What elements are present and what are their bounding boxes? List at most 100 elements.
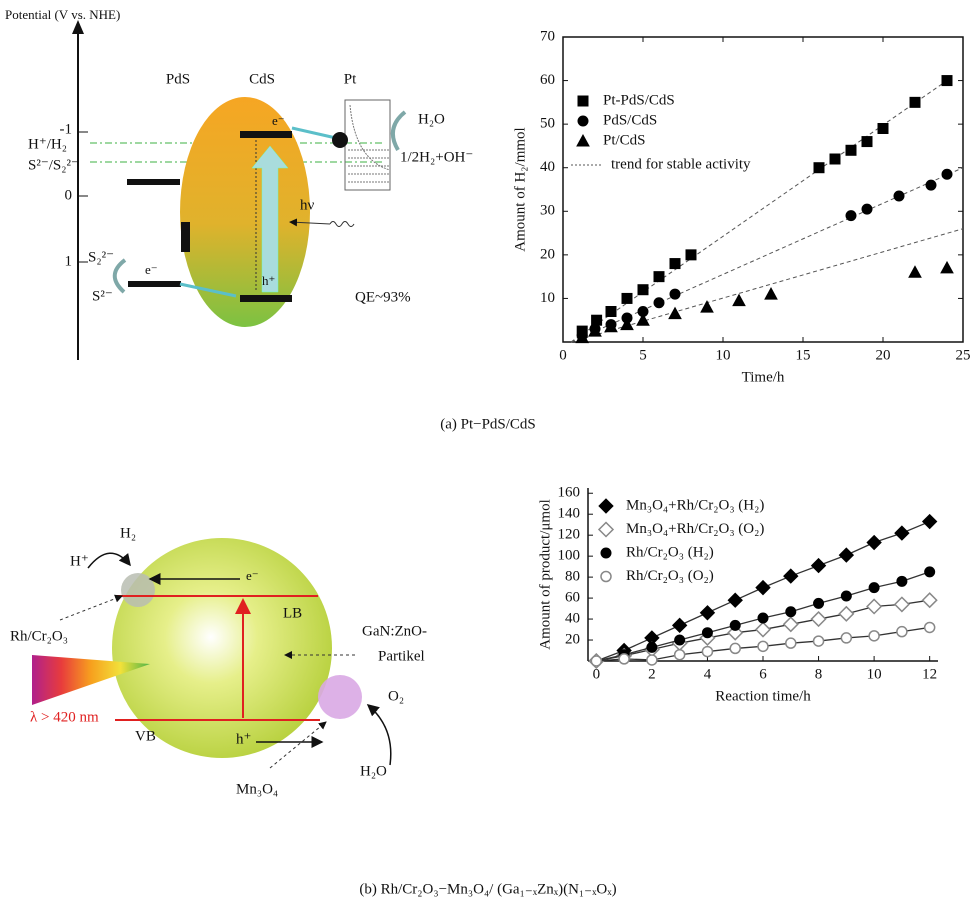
y-tick-label: 70 (540, 28, 555, 44)
marker (813, 162, 825, 174)
marker (923, 621, 936, 634)
x-tick-label: 6 (759, 666, 767, 682)
couple-label: S²⁻/S₂²⁻ (28, 157, 79, 173)
y-tick-label: 60 (540, 72, 555, 88)
pointer (269, 721, 327, 769)
legend-label: trend for stable activity (611, 156, 751, 172)
marker (685, 249, 697, 261)
marker (701, 645, 714, 658)
legend-label: PdS/CdS (603, 112, 657, 128)
marker (668, 306, 682, 320)
marker (620, 317, 634, 331)
wavelength-label: λ > 420 nm (30, 709, 99, 725)
band-label: LB (283, 605, 302, 621)
marker (699, 605, 716, 621)
qe-label: QE~93% (355, 289, 411, 305)
y-axis-label: Amount of H₂/mmol (512, 127, 528, 251)
marker (701, 627, 713, 639)
legend-label: Mn₃O₄+Rh/Cr₂O₃ (O₂) (626, 521, 764, 537)
trend-line (570, 228, 964, 343)
photon (329, 221, 355, 227)
marker (896, 575, 908, 587)
marker (754, 621, 772, 638)
marker (671, 617, 688, 634)
cocatalyst-label: Mn₃O₄ (236, 781, 278, 797)
legend-marker (576, 133, 590, 147)
marker (868, 582, 880, 594)
marker (868, 630, 880, 642)
reactant-label: H₂O (360, 763, 387, 779)
reactant-label: H₂O (418, 111, 445, 127)
axis-label: Potential (V vs. NHE) (5, 7, 120, 22)
marker (810, 610, 827, 628)
marker (588, 324, 602, 337)
material-label: Pt (344, 71, 357, 87)
reaction-arrow (366, 704, 392, 766)
x-tick-label: 12 (922, 666, 937, 682)
reactant-label: H⁺ (70, 553, 89, 569)
electron-label: e⁻ (272, 113, 285, 128)
marker (840, 590, 852, 602)
tick-label: -1 (60, 121, 73, 137)
legend-marker (597, 521, 615, 538)
marker (810, 557, 827, 574)
diagram-a: Potential (V vs. NHE) -1 0 1 H⁺/H₂ S²⁻/S… (5, 7, 473, 360)
marker (893, 596, 910, 613)
marker (575, 330, 590, 344)
material-label: CdS (249, 71, 275, 87)
marker (845, 144, 857, 156)
marker (866, 598, 883, 615)
tick-label: 0 (65, 187, 73, 203)
y-tick-label: 20 (565, 631, 580, 647)
reaction-arrow (112, 258, 127, 294)
marker (732, 293, 746, 307)
pds-block (181, 222, 190, 252)
marker (829, 153, 841, 165)
reaction-arrow (87, 552, 131, 569)
pt-states (348, 104, 391, 183)
marker (940, 260, 954, 274)
pt-particle (332, 132, 348, 148)
photon-arrow (289, 218, 331, 227)
x-tick-label: 0 (559, 347, 567, 363)
x-tick-label: 5 (639, 347, 647, 363)
marker (618, 653, 630, 665)
legend-label: Mn₃O₄+Rh/Cr₂O₃ (H₂) (626, 497, 764, 513)
marker (877, 123, 889, 134)
vb-level (240, 295, 292, 302)
y-tick-label: 30 (540, 203, 555, 219)
y-tick-label: 50 (540, 116, 555, 132)
legend-marker (600, 547, 612, 559)
marker (838, 547, 855, 563)
marker (813, 597, 825, 609)
x-tick-label: 10 (716, 347, 731, 363)
marker (921, 513, 938, 530)
transfer-arrow (291, 126, 337, 140)
x-axis-label: Time/h (742, 369, 785, 385)
x-tick-label: 10 (867, 666, 882, 682)
light-beam (32, 655, 150, 705)
y-tick-label: 10 (540, 290, 555, 306)
y-tick-label: 40 (565, 610, 580, 626)
excitation-arrow (251, 145, 289, 293)
ion-label: S²⁻ (92, 288, 113, 304)
marker (764, 287, 778, 300)
x-tick-label: 8 (815, 666, 823, 682)
legend-label: Pt/CdS (603, 132, 646, 148)
marker (861, 136, 873, 148)
light-label: hν (300, 197, 315, 213)
marker (909, 96, 921, 108)
x-axis-label: Reaction time/h (715, 688, 811, 704)
marker (783, 568, 799, 584)
pt-box (344, 99, 391, 191)
marker (925, 179, 937, 191)
marker (941, 168, 953, 180)
arrowhead (72, 20, 84, 34)
marker (590, 655, 603, 667)
x-tick-label: 15 (796, 347, 811, 363)
ion-label: S₂²⁻ (88, 249, 114, 265)
gan-zno-particle (112, 538, 332, 758)
marker (861, 203, 873, 215)
y-tick-label: 100 (558, 548, 581, 564)
tick-label: 1 (65, 253, 73, 269)
